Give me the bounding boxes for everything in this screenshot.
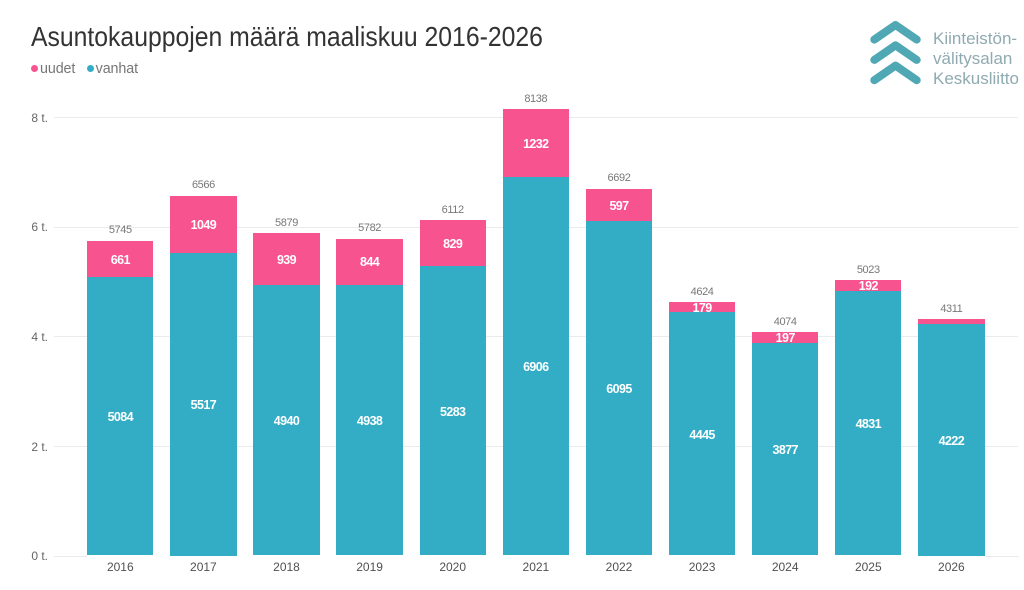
- svg-text:välitysalan: välitysalan: [933, 49, 1012, 68]
- svg-text:Keskusliitto: Keskusliitto: [933, 69, 1019, 88]
- svg-text:Kiinteistön-: Kiinteistön-: [933, 29, 1017, 48]
